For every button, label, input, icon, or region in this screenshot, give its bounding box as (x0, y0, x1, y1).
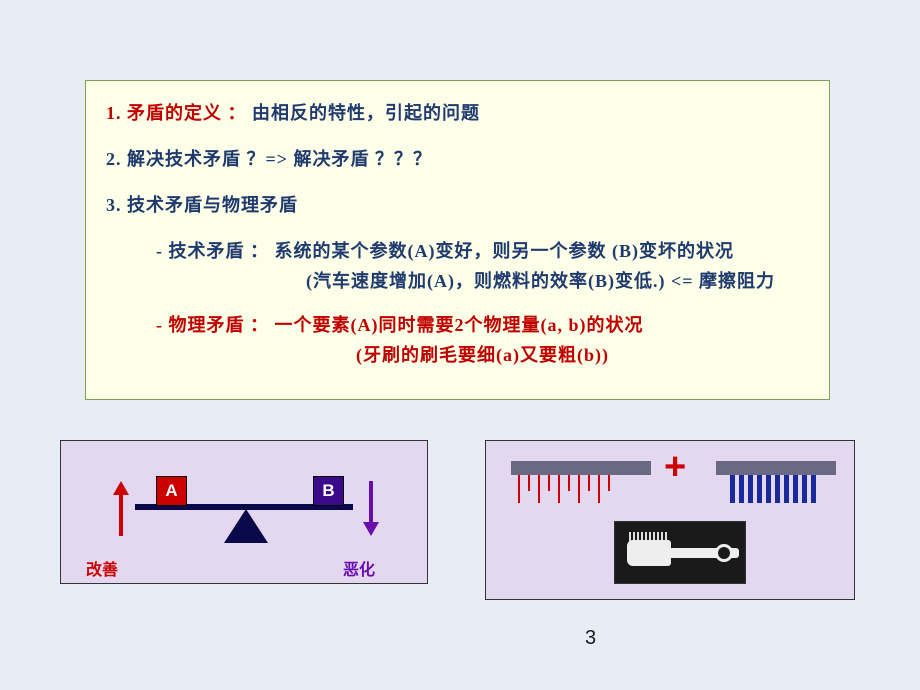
arrow-up-icon (111, 481, 131, 546)
tech-contradiction-1: - 技术矛盾 ： 系统的某个参数(A)变好，则另一个参数 (B)变坏的状况 (156, 237, 809, 263)
content-box: 1. 矛盾的定义 ： 由相反的特性，引起的问题 2. 解决技术矛盾 ？=> 解决… (85, 80, 830, 400)
improve-label: 改善 (86, 556, 118, 580)
arrow-down-icon (361, 481, 381, 546)
toothbrush-diagram: + (485, 440, 855, 600)
balance-scale-diagram: A B 改善 恶化 (60, 440, 428, 584)
photo-head (627, 540, 671, 566)
definition-line: 1. 矛盾的定义 ： 由相反的特性，引起的问题 (106, 99, 809, 125)
tech-contradiction-2: (汽车速度增加(A)，则燃料的效率(B)变低.) <= 摩擦阻力 (306, 267, 809, 293)
page-number: 3 (585, 627, 596, 650)
physical-contradiction-2: (牙刷的刷毛要细(a)又要粗(b)) (356, 341, 809, 367)
line3: 3. 技术矛盾与物理矛盾 (106, 191, 809, 217)
line1-body: 由相反的特性，引起的问题 (247, 103, 481, 123)
toothbrush-photo (614, 521, 746, 584)
line2: 2. 解决技术矛盾 ？=> 解决矛盾 ？？？ (106, 145, 809, 171)
physical-contradiction-1: - 物理矛盾 ： 一个要素(A)同时需要2个物理量(a, b)的状况 (156, 311, 809, 337)
line1-prefix: 1. 矛盾的定义 ： (106, 103, 247, 123)
fulcrum-icon (224, 509, 268, 543)
box-b: B (313, 476, 344, 506)
worsen-label: 恶化 (343, 556, 375, 580)
photo-ring (715, 544, 733, 562)
plus-icon: + (664, 446, 686, 489)
box-a: A (156, 476, 187, 506)
